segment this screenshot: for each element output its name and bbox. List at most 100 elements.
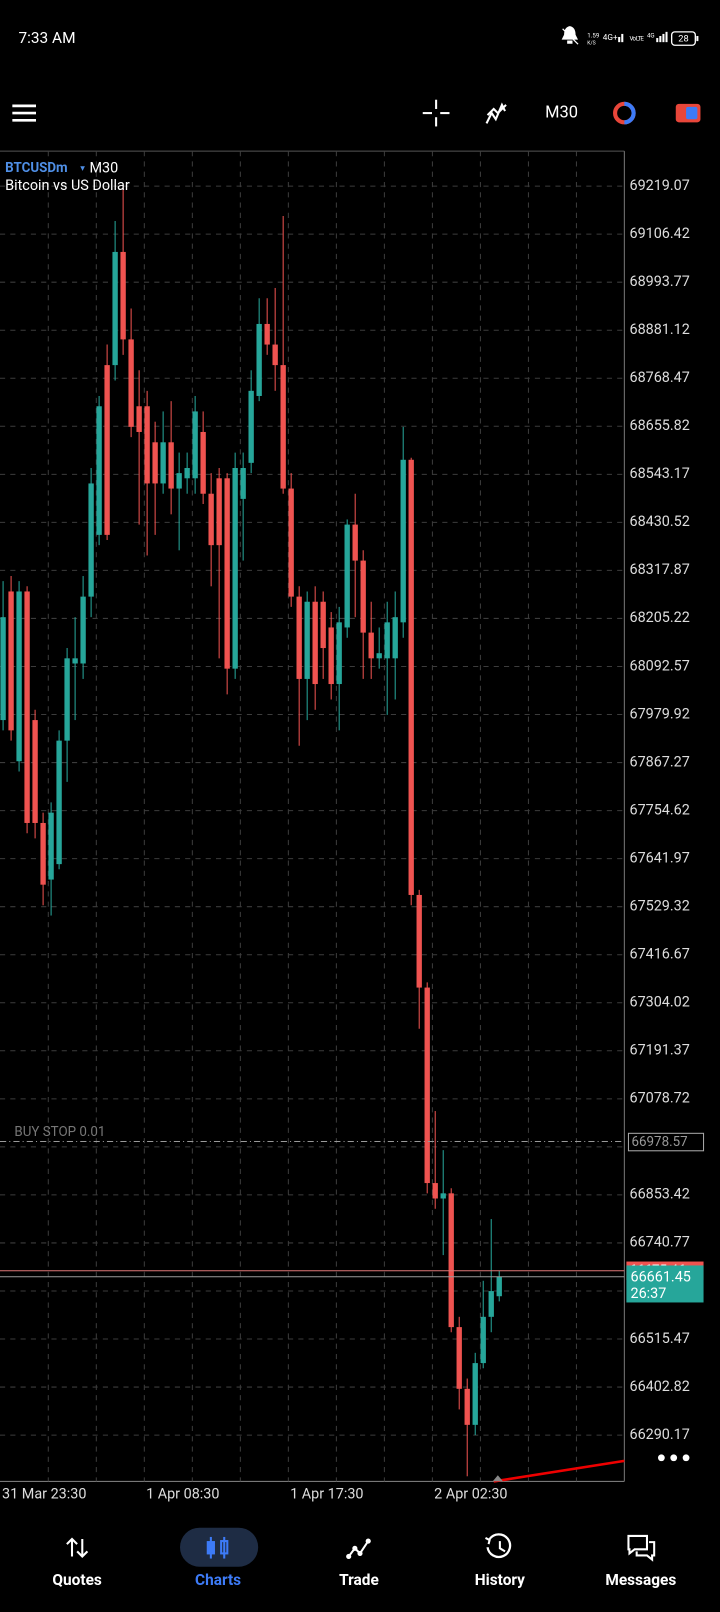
y-tick-label: 67641.97 xyxy=(629,849,689,866)
candle-body xyxy=(104,365,110,535)
y-tick-label: 68543.17 xyxy=(629,465,689,482)
bid-price: 66661.45 xyxy=(631,1269,691,1286)
symbol-description: Bitcoin vs US Dollar xyxy=(5,177,130,194)
candle-body xyxy=(392,617,398,659)
y-tick-label: 68881.12 xyxy=(629,321,689,338)
menu-button[interactable] xyxy=(12,104,36,122)
candle-body xyxy=(56,740,62,865)
bid-tag xyxy=(626,1265,704,1303)
candle-body xyxy=(352,524,358,561)
nav-label[interactable]: History xyxy=(475,1571,525,1589)
y-tick-label: 68768.47 xyxy=(629,369,689,386)
y-tick-label: 68205.22 xyxy=(629,609,689,626)
candle-body xyxy=(312,601,318,685)
nav-label[interactable]: Charts xyxy=(195,1571,241,1589)
candle-body xyxy=(0,617,6,721)
candle-body xyxy=(40,822,46,885)
candle-body xyxy=(160,442,166,484)
candle-body xyxy=(336,622,342,685)
trend-line xyxy=(493,1459,625,1483)
candle-body xyxy=(344,524,350,628)
timeframe-button[interactable]: M30 xyxy=(545,103,578,122)
y-tick-label: 66740.77 xyxy=(629,1234,689,1251)
candle-body xyxy=(144,406,150,484)
candle-body xyxy=(272,344,278,366)
candle-body xyxy=(400,459,406,623)
candle-body xyxy=(16,591,22,762)
candle-body xyxy=(136,406,142,432)
crosshair-button[interactable] xyxy=(422,99,450,127)
status-battery: 28 xyxy=(678,34,688,45)
candle-body xyxy=(256,323,262,396)
chart: 69219.07 69106.42 68993.77 68881.12 68768.47… xyxy=(0,150,705,1503)
x-tick-label: 1 Apr 17:30 xyxy=(290,1486,363,1503)
y-tick-label: 68655.82 xyxy=(629,417,689,434)
candle-body xyxy=(224,478,230,669)
y-tick-label: 66402.82 xyxy=(629,1378,689,1395)
y-tick-label: 67754.62 xyxy=(629,801,689,818)
more-button[interactable] xyxy=(657,1454,690,1462)
order-price: 66978.57 xyxy=(632,1135,688,1150)
nav-label[interactable]: Trade xyxy=(339,1571,379,1589)
nav-label[interactable]: Quotes xyxy=(52,1571,101,1589)
candle-body xyxy=(168,442,174,489)
candle-body xyxy=(408,459,414,895)
candle-body xyxy=(240,468,246,499)
candle-body xyxy=(384,622,390,659)
candle-body xyxy=(176,473,182,489)
nav-messages[interactable]: Messages xyxy=(605,1534,676,1589)
candle-body xyxy=(288,488,294,597)
chart-type-button[interactable] xyxy=(613,101,636,125)
status-icons: 1.59 K/S 4G+ Vo LTE 4G 28 xyxy=(561,26,699,47)
x-tick-label: 2 Apr 02:30 xyxy=(434,1486,507,1503)
y-tick-label: 68317.87 xyxy=(629,561,689,578)
nav-trade[interactable]: Trade xyxy=(339,1538,379,1589)
symbol: BTCUSDm xyxy=(5,161,67,176)
nav-quotes[interactable]: Quotes xyxy=(52,1537,102,1589)
status-network2: 4G xyxy=(647,32,655,40)
candle-body xyxy=(96,406,102,535)
candle-body xyxy=(216,478,222,546)
candle-body xyxy=(24,591,30,823)
y-tick-label: 66515.47 xyxy=(629,1330,689,1347)
candle-body xyxy=(416,894,422,988)
trade-button[interactable] xyxy=(675,103,701,123)
y-tick-label: 69219.07 xyxy=(629,177,689,194)
y-tick-label: 67867.27 xyxy=(629,753,689,770)
chart-overlay: BTCUSDm ▾ M30 Bitcoin vs US Dollar xyxy=(5,159,690,1483)
status-volte: Vo LTE xyxy=(629,35,644,43)
candle-body xyxy=(376,653,382,659)
candle-body xyxy=(328,627,334,685)
candle-body xyxy=(480,1316,486,1364)
order-label: BUY STOP 0.01 xyxy=(14,1125,105,1140)
candle-body xyxy=(48,812,54,880)
candle-body xyxy=(184,468,190,479)
y-tick-label: 68092.57 xyxy=(629,657,689,674)
candle-body xyxy=(448,1193,454,1328)
candle-body xyxy=(424,987,430,1184)
candle-body xyxy=(472,1363,478,1425)
candle-body xyxy=(200,431,206,494)
y-tick-label: 68993.77 xyxy=(629,273,689,290)
nav-label[interactable]: Messages xyxy=(605,1571,676,1589)
symbol-dropdown: ▾ xyxy=(80,163,85,174)
y-tick-label: 67191.37 xyxy=(629,1042,689,1059)
y-tick-label: 67304.02 xyxy=(629,994,689,1011)
countdown: 26:37 xyxy=(631,1285,667,1302)
x-tick-label: 1 Apr 08:30 xyxy=(146,1486,219,1503)
nav-history[interactable]: History xyxy=(475,1533,525,1589)
y-tick-label: 67529.32 xyxy=(629,897,689,914)
candle-body xyxy=(88,483,94,597)
candle-body xyxy=(456,1327,462,1389)
bottom-nav: Quotes Charts Trade History Messages xyxy=(52,1527,676,1590)
status-speed-unit: K/S xyxy=(587,41,595,47)
status-time: 7:33 AM xyxy=(19,29,76,47)
candle-body xyxy=(296,596,302,679)
candle-body xyxy=(72,658,78,664)
nav-charts[interactable]: Charts xyxy=(180,1527,259,1590)
candle-body xyxy=(8,591,14,731)
y-tick-label: 69106.42 xyxy=(629,225,689,242)
indicators-button[interactable] xyxy=(485,102,507,124)
candle-body xyxy=(280,365,286,489)
